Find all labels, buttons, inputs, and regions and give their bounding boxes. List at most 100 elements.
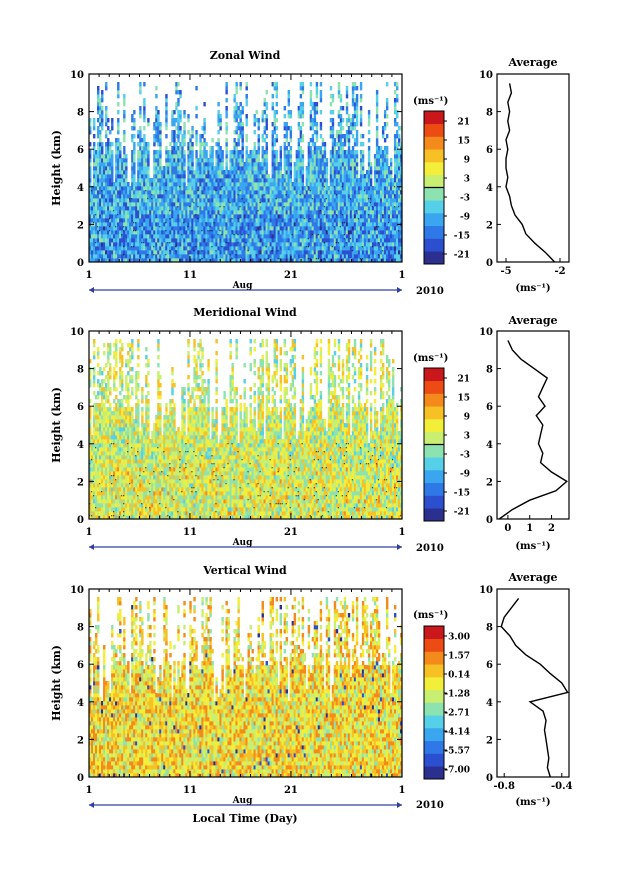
heatmap-cell [386,82,388,86]
heatmap-cell [310,110,312,114]
heatmap-cell [109,130,111,134]
heatmap-cell [111,162,113,166]
heatmap-cell [382,130,384,134]
heatmap-cell [203,138,205,142]
heatmap-cell [183,110,185,114]
heatmap-cell [241,134,243,138]
heatmap-cell [181,146,183,150]
heatmap-cell [221,162,223,166]
heatmap-cell [183,142,185,146]
heatmap-cell [117,82,119,86]
heatmap-cell [360,118,362,122]
heatmap-cell [340,94,342,98]
heatmap-cell [356,106,358,110]
heatmap-cell [143,106,145,110]
heatmap-cell [107,118,109,122]
heatmap-cell [342,126,344,130]
heatmap-cell [117,86,119,90]
heatmap-cell [390,166,392,170]
heatmap-cell [187,114,189,118]
heatmap-cell [175,142,177,146]
heatmap-cell [274,130,276,134]
heatmap-cell [219,122,221,126]
heatmap-cell [123,146,125,150]
heatmap-cell [217,142,219,146]
heatmap-cell [276,134,278,138]
heatmap-cell [322,138,324,142]
heatmap-cell [239,118,241,122]
heatmap-cell [356,134,358,138]
heatmap-cell [352,90,354,94]
heatmap-cell [254,130,256,134]
heatmap-cell [326,182,328,186]
heatmap-cell [276,126,278,130]
heatmap-cell [195,86,197,90]
heatmap-cell [332,134,334,138]
heatmap-cell [117,122,119,126]
heatmap-cell [147,154,149,158]
heatmap-cell [111,170,113,174]
heatmap-cell [302,174,304,178]
heatmap-cell [101,126,103,130]
heatmap-cell [368,150,370,154]
heatmap-cell [97,90,99,94]
heatmap-cell [183,114,185,118]
heatmap-cell [348,114,350,118]
heatmap-cell [133,170,135,174]
heatmap-cell [316,110,318,114]
heatmap-cell [147,118,149,122]
heatmap-cell [217,130,219,134]
heatmap-cell [93,118,95,122]
heatmap-cell [191,158,193,162]
heatmap-cell [133,162,135,166]
heatmap-cell [254,146,256,150]
heatmap-cell [286,134,288,138]
heatmap-cell [155,86,157,90]
heatmap-cell [280,158,282,162]
heatmap-cell [302,150,304,154]
heatmap-cell [155,106,157,110]
heatmap-cell [316,122,318,126]
heatmap-cell [183,174,185,178]
heatmap-cell [119,142,121,146]
heatmap-cell [386,158,388,162]
heatmap-cell [111,166,113,170]
heatmap-cell [165,110,167,114]
heatmap-cell [302,110,304,114]
heatmap-cell [266,170,268,174]
heatmap-cell [258,146,260,150]
heatmap-cell [191,166,193,170]
heatmap-cell [221,154,223,158]
heatmap-cell [370,174,372,178]
heatmap-cell [314,118,316,122]
heatmap-cell [376,114,378,118]
heatmap-cell [320,146,322,150]
heatmap-cell [165,146,167,150]
heatmap-cell [111,174,113,178]
heatmap-cell [310,90,312,94]
heatmap-cell [143,138,145,142]
heatmap-cell [133,146,135,150]
heatmap-cell [316,134,318,138]
heatmap-cell [290,138,292,142]
heatmap-cell [258,118,260,122]
heatmap-cell [356,158,358,162]
heatmap-cell [183,178,185,182]
heatmap-cell [159,142,161,146]
heatmap-cell [302,86,304,90]
heatmap-cell [191,134,193,138]
heatmap-cell [360,94,362,98]
heatmap-cell [302,158,304,162]
heatmap-cell [241,122,243,126]
heatmap-cell [356,170,358,174]
heatmap-cell [117,110,119,114]
heatmap-cell [290,146,292,150]
heatmap-cell [286,138,288,142]
heatmap-cell [266,118,268,122]
heatmap-cell [326,174,328,178]
heatmap-cell [276,118,278,122]
heatmap-cell [368,122,370,126]
heatmap-cell [302,106,304,110]
heatmap-cell [256,110,258,114]
heatmap-cell [302,134,304,138]
